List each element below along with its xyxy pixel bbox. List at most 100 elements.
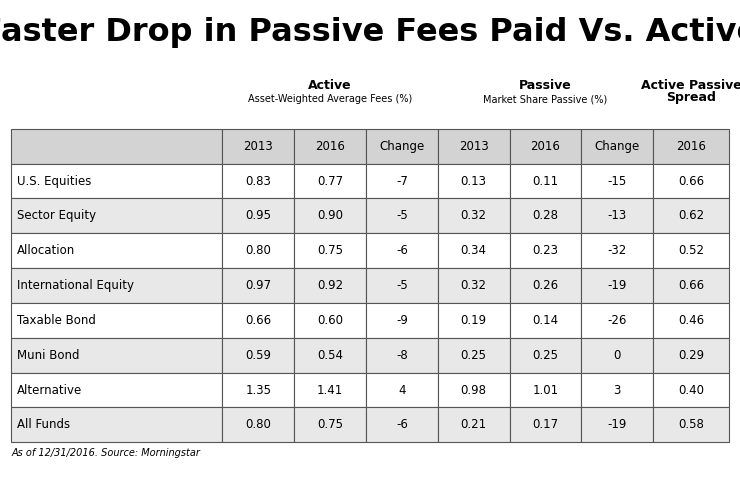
- Bar: [438, 338, 510, 373]
- Text: 0.95: 0.95: [246, 209, 272, 223]
- Bar: [582, 407, 653, 442]
- Text: 2016: 2016: [315, 139, 345, 153]
- Bar: [11, 303, 223, 338]
- Bar: [653, 129, 729, 164]
- Bar: [653, 303, 729, 338]
- Bar: [653, 198, 729, 233]
- Text: 0.66: 0.66: [245, 314, 272, 327]
- Text: 0.59: 0.59: [246, 348, 272, 362]
- Text: 0.75: 0.75: [317, 244, 343, 257]
- Text: 0.83: 0.83: [246, 174, 272, 188]
- Bar: [653, 407, 729, 442]
- Text: 0.34: 0.34: [461, 244, 487, 257]
- Text: 0.46: 0.46: [678, 314, 704, 327]
- Bar: [582, 198, 653, 233]
- Text: 4: 4: [398, 383, 406, 397]
- Text: -6: -6: [396, 418, 408, 432]
- Text: 0.62: 0.62: [678, 209, 704, 223]
- Bar: [653, 164, 729, 198]
- Text: Alternative: Alternative: [17, 383, 82, 397]
- Text: 0.14: 0.14: [532, 314, 559, 327]
- Bar: [11, 373, 223, 407]
- Text: Taxable Bond: Taxable Bond: [17, 314, 96, 327]
- Bar: [438, 373, 510, 407]
- Text: 0.21: 0.21: [460, 418, 487, 432]
- Bar: [366, 233, 438, 268]
- Text: 0.54: 0.54: [317, 348, 343, 362]
- Bar: [366, 129, 438, 164]
- Bar: [11, 164, 223, 198]
- Text: 1.41: 1.41: [317, 383, 343, 397]
- Bar: [11, 268, 223, 303]
- Bar: [438, 407, 510, 442]
- Text: 0.32: 0.32: [461, 279, 487, 292]
- Text: 0.80: 0.80: [246, 244, 272, 257]
- Text: 1.01: 1.01: [532, 383, 559, 397]
- Bar: [366, 338, 438, 373]
- Bar: [510, 233, 582, 268]
- Bar: [510, 198, 582, 233]
- Text: 0.97: 0.97: [245, 279, 272, 292]
- Text: 0.52: 0.52: [678, 244, 704, 257]
- Bar: [510, 407, 582, 442]
- Bar: [223, 373, 295, 407]
- Bar: [366, 164, 438, 198]
- Text: 0.60: 0.60: [317, 314, 343, 327]
- Text: 0.23: 0.23: [533, 244, 559, 257]
- Text: 0.25: 0.25: [533, 348, 559, 362]
- Text: -8: -8: [396, 348, 408, 362]
- Text: -15: -15: [608, 174, 627, 188]
- Text: Faster Drop in Passive Fees Paid Vs. Active: Faster Drop in Passive Fees Paid Vs. Act…: [0, 17, 740, 48]
- Bar: [366, 407, 438, 442]
- Bar: [510, 338, 582, 373]
- Text: 2013: 2013: [243, 139, 273, 153]
- Text: Sector Equity: Sector Equity: [17, 209, 96, 223]
- Bar: [295, 303, 366, 338]
- Bar: [438, 198, 510, 233]
- Bar: [11, 407, 223, 442]
- Text: 0.98: 0.98: [461, 383, 487, 397]
- Text: Asset-Weighted Average Fees (%): Asset-Weighted Average Fees (%): [248, 94, 412, 104]
- Text: -26: -26: [608, 314, 627, 327]
- Text: As of 12/31/2016. Source: Morningstar: As of 12/31/2016. Source: Morningstar: [11, 448, 200, 458]
- Bar: [510, 373, 582, 407]
- Bar: [438, 303, 510, 338]
- Bar: [510, 303, 582, 338]
- Bar: [510, 164, 582, 198]
- Text: 0.17: 0.17: [532, 418, 559, 432]
- Bar: [582, 233, 653, 268]
- Bar: [295, 198, 366, 233]
- Text: 0.29: 0.29: [678, 348, 704, 362]
- Text: 1.35: 1.35: [246, 383, 272, 397]
- Text: Muni Bond: Muni Bond: [17, 348, 79, 362]
- Text: Change: Change: [595, 139, 640, 153]
- Bar: [11, 338, 223, 373]
- Text: 0.19: 0.19: [460, 314, 487, 327]
- Text: Market Share Passive (%): Market Share Passive (%): [483, 94, 608, 104]
- Bar: [295, 338, 366, 373]
- Text: 0.66: 0.66: [678, 279, 704, 292]
- Bar: [653, 268, 729, 303]
- Bar: [582, 268, 653, 303]
- Bar: [11, 198, 223, 233]
- Text: -6: -6: [396, 244, 408, 257]
- Bar: [510, 268, 582, 303]
- Bar: [582, 338, 653, 373]
- Bar: [438, 129, 510, 164]
- Bar: [295, 164, 366, 198]
- Bar: [653, 373, 729, 407]
- Text: Allocation: Allocation: [17, 244, 75, 257]
- Bar: [295, 268, 366, 303]
- Text: 0.26: 0.26: [532, 279, 559, 292]
- Text: 0.25: 0.25: [461, 348, 487, 362]
- Text: 0.13: 0.13: [461, 174, 487, 188]
- Text: U.S. Equities: U.S. Equities: [17, 174, 92, 188]
- Text: Passive: Passive: [519, 79, 572, 92]
- Text: 0.75: 0.75: [317, 418, 343, 432]
- Text: Change: Change: [380, 139, 425, 153]
- Text: 0.28: 0.28: [533, 209, 559, 223]
- Text: 3: 3: [613, 383, 621, 397]
- Bar: [11, 233, 223, 268]
- Bar: [366, 303, 438, 338]
- Bar: [582, 373, 653, 407]
